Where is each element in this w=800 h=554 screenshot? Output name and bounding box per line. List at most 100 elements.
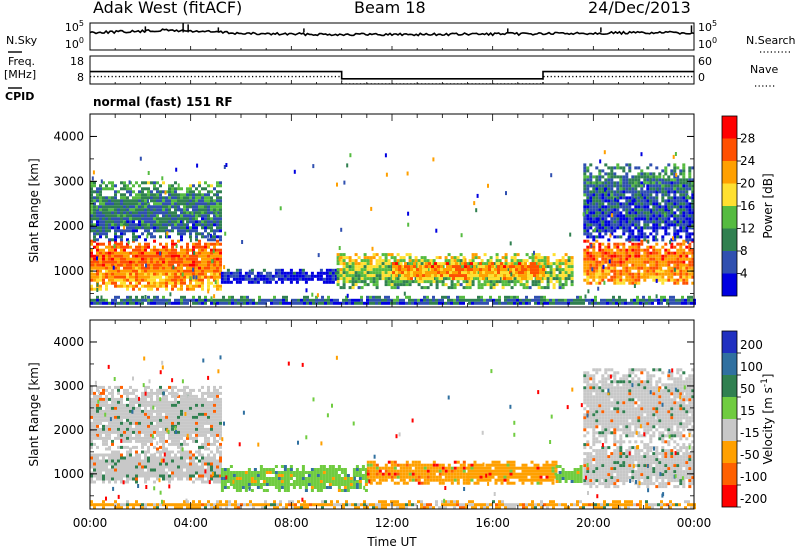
data-cell	[96, 421, 99, 425]
data-cell	[171, 471, 174, 475]
data-cell	[357, 301, 360, 305]
data-cell	[616, 184, 620, 188]
data-cell	[135, 248, 138, 252]
data-cell	[453, 286, 457, 290]
data-cell	[102, 220, 105, 224]
data-cell	[111, 391, 114, 395]
data-cell	[198, 281, 201, 285]
data-cell	[198, 205, 201, 209]
data-cell	[622, 223, 626, 227]
data-cell	[604, 275, 608, 279]
data-cell	[135, 181, 138, 185]
data-cell	[625, 248, 629, 252]
data-cell	[114, 430, 117, 434]
data-cell	[144, 208, 147, 212]
data-cell	[504, 295, 507, 299]
data-cell	[99, 465, 102, 469]
data-cell	[512, 274, 515, 278]
data-cell	[610, 172, 614, 176]
data-cell	[162, 301, 165, 305]
data-cell	[595, 275, 599, 279]
data-cell	[589, 181, 593, 185]
data-cell	[606, 298, 609, 302]
data-cell	[589, 208, 593, 212]
data-cell	[171, 456, 174, 460]
data-cell	[153, 214, 156, 218]
data-cell	[561, 298, 564, 302]
data-cell	[479, 271, 482, 275]
data-cell	[198, 474, 201, 478]
data-cell	[474, 301, 477, 305]
data-cell	[141, 272, 144, 276]
data-cell	[628, 208, 632, 212]
data-cell	[664, 169, 668, 173]
data-cell	[537, 280, 541, 284]
data-cell	[488, 262, 491, 266]
data-cell	[162, 465, 165, 469]
data-cell	[471, 253, 475, 257]
data-cell	[631, 278, 635, 282]
data-cell	[378, 277, 382, 281]
data-cell	[159, 226, 162, 230]
data-cell	[589, 184, 593, 188]
data-cell	[570, 262, 574, 266]
data-cell	[601, 214, 605, 218]
data-cell	[467, 274, 470, 278]
data-cell	[640, 172, 644, 176]
data-cell	[607, 254, 611, 258]
data-cell	[667, 248, 671, 252]
data-cell	[189, 184, 192, 188]
data-cell	[586, 187, 590, 191]
data-cell	[462, 301, 465, 305]
data-cell	[141, 226, 144, 230]
data-cell	[540, 280, 544, 284]
data-cell	[204, 272, 207, 276]
data-cell	[637, 272, 641, 276]
data-cell	[531, 283, 535, 287]
data-cell	[195, 214, 198, 218]
data-cell	[399, 262, 403, 266]
data-cell	[90, 196, 93, 200]
data-cell	[144, 480, 147, 484]
data-cell	[129, 278, 132, 282]
data-cell	[111, 424, 114, 428]
echo-cell	[96, 256, 98, 261]
data-cell	[393, 301, 396, 305]
data-cell	[93, 184, 96, 188]
data-cell	[156, 199, 159, 203]
data-cell	[667, 275, 671, 279]
data-cell	[180, 245, 183, 249]
data-cell	[210, 474, 213, 478]
data-cell	[452, 265, 455, 269]
data-cell	[219, 260, 222, 264]
data-cell	[144, 275, 147, 279]
data-cell	[685, 187, 689, 191]
data-cell	[497, 271, 500, 275]
data-cell	[123, 284, 126, 288]
data-cell	[177, 275, 180, 279]
data-cell	[132, 459, 135, 463]
data-cell	[607, 187, 611, 191]
data-cell	[319, 268, 323, 272]
data-cell	[90, 205, 93, 209]
data-cell	[495, 301, 498, 305]
data-cell	[646, 245, 650, 249]
data-cell	[165, 260, 168, 264]
data-cell	[171, 242, 174, 246]
data-cell	[195, 251, 198, 255]
data-cell	[434, 274, 437, 278]
data-cell	[583, 260, 587, 264]
data-cell	[685, 196, 689, 200]
data-cell	[366, 256, 370, 260]
data-cell	[207, 281, 210, 285]
data-cell	[360, 271, 364, 275]
data-cell	[685, 184, 689, 188]
data-cell	[177, 459, 180, 463]
data-cell	[117, 471, 120, 475]
data-cell	[598, 226, 602, 230]
data-cell	[108, 181, 111, 185]
data-cell	[661, 254, 665, 258]
data-cell	[637, 235, 641, 239]
data-cell	[381, 271, 385, 275]
data-cell	[186, 211, 189, 215]
